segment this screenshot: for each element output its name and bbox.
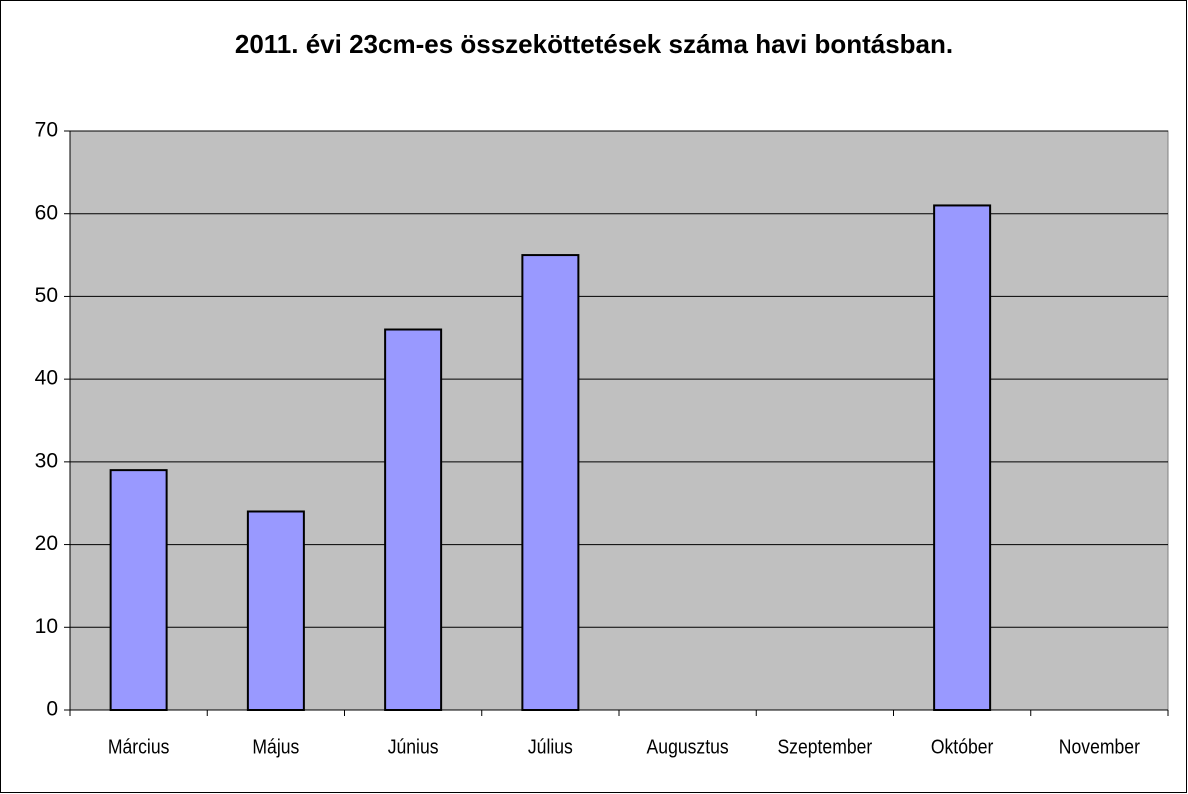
- y-tick-label: 50: [35, 284, 58, 307]
- y-tick-label: 40: [35, 367, 58, 390]
- y-tick-label: 70: [35, 119, 58, 142]
- bar: [109, 469, 168, 711]
- y-tick-label: 20: [35, 532, 58, 555]
- y-tick-label: 30: [35, 449, 58, 472]
- bar: [933, 204, 992, 711]
- x-tick-label: Március: [108, 735, 170, 757]
- x-tick-label: Május: [252, 735, 299, 757]
- bar: [384, 328, 443, 711]
- y-tick-label: 10: [35, 615, 58, 638]
- plot-area: [69, 130, 1169, 711]
- y-tick-label: 60: [35, 201, 58, 224]
- x-tick-label: Október: [931, 735, 994, 757]
- x-tick-label: Augusztus: [647, 735, 729, 757]
- x-tick-label: November: [1059, 735, 1140, 757]
- x-tick-label: Július: [528, 735, 573, 757]
- y-tick-label: 0: [46, 698, 58, 721]
- x-tick-label: Június: [388, 735, 439, 757]
- bar: [521, 254, 580, 711]
- chart-title: 2011. évi 23cm-es összeköttetések száma …: [235, 29, 953, 59]
- bar: [246, 510, 305, 711]
- x-tick-label: Szeptember: [777, 735, 872, 757]
